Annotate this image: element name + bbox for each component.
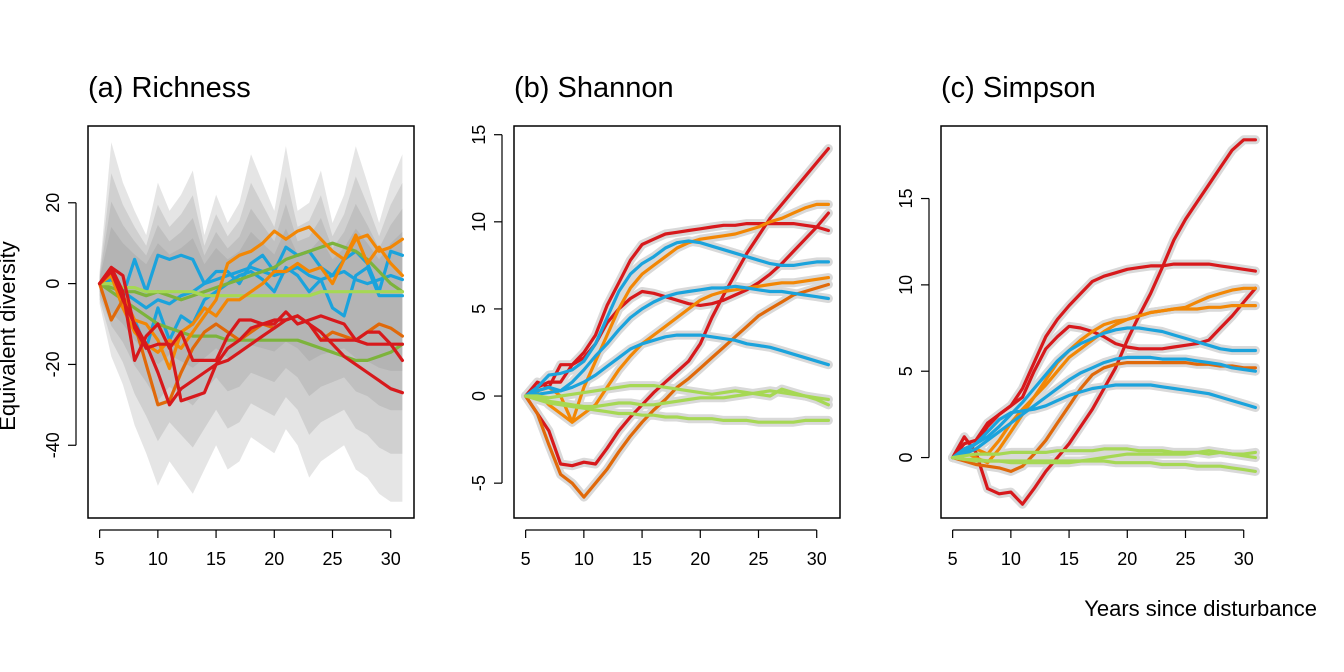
panel-simpson: (c) Simpson 5 10 15 20 25 30 0 5 10 15	[896, 72, 1268, 569]
y-tick-label: 15	[896, 189, 916, 209]
plot-frame	[940, 125, 1268, 519]
series-line-10	[951, 447, 1257, 460]
x-tick-label: 10	[574, 549, 594, 569]
uncertainty-band-3	[99, 201, 403, 411]
series-line-8	[951, 355, 1257, 460]
x-tick-label: 30	[1234, 549, 1254, 569]
series-line-3	[951, 138, 1257, 506]
plot-area	[948, 135, 1260, 509]
series-line-9	[524, 333, 830, 398]
y-tick-label: -20	[43, 351, 63, 377]
series-line-6	[98, 282, 404, 298]
x-tick-label: 30	[381, 549, 401, 569]
series-line-5	[98, 282, 404, 362]
series-line-5	[951, 286, 1257, 465]
x-axis-label: Years since disturbance	[1084, 596, 1317, 621]
y-tick-label: 15	[469, 125, 489, 145]
x-tick-label: 30	[807, 549, 827, 569]
series-line-4	[98, 241, 404, 302]
x-tick-label: 25	[322, 549, 342, 569]
x-tick-label: 5	[948, 549, 958, 569]
y-tick-label: 0	[469, 391, 489, 401]
x-tick-label: 15	[632, 549, 652, 569]
series-line-12	[524, 394, 830, 424]
y-tick-label: 0	[43, 279, 63, 289]
panel-title-shannon: (b) Shannon	[514, 72, 674, 104]
x-tick-label: 5	[521, 549, 531, 569]
series-line-11	[524, 389, 830, 409]
series-line-6	[951, 361, 1257, 473]
y-tick-label: 20	[43, 193, 63, 213]
x-tick-label: 15	[1059, 549, 1079, 569]
panel-shannon: (b) Shannon 5 10 15 20 25 30 -5 0 5 10 15	[469, 72, 841, 569]
series-line-4	[524, 202, 830, 424]
series-line-12	[951, 456, 1257, 473]
series-line-8	[524, 284, 830, 398]
series-line-3	[524, 147, 830, 468]
series-line-7	[524, 239, 830, 398]
plot-area	[521, 144, 833, 502]
series-line-6	[524, 282, 830, 499]
series-line-2	[524, 211, 830, 398]
panel-richness: (a) Richness 5 10 15 20 25 30 -40 -20 0 20	[43, 72, 415, 569]
series-line-12	[98, 269, 404, 407]
series-line-2	[98, 265, 404, 350]
series-line-4	[951, 304, 1257, 460]
series-line-3	[98, 265, 404, 310]
series-line-1	[98, 245, 404, 298]
x-tick-label: 10	[1001, 549, 1021, 569]
x-tick-label: 20	[690, 549, 710, 569]
x-tick-label: 10	[148, 549, 168, 569]
series-line-11	[98, 265, 404, 362]
y-tick-label: 10	[896, 275, 916, 295]
plot-frame	[513, 125, 841, 519]
uncertainty-band-1	[99, 142, 403, 502]
series-line-9	[951, 383, 1257, 460]
series-line-2	[951, 286, 1257, 460]
x-tick-label: 15	[206, 549, 226, 569]
y-tick-label: -40	[43, 432, 63, 458]
x-tick-label: 20	[1117, 549, 1137, 569]
plot-frame	[87, 125, 415, 519]
series-line-5	[524, 276, 830, 424]
y-tick-label: -5	[469, 475, 489, 491]
x-tick-label: 5	[95, 549, 105, 569]
series-line-10	[98, 265, 404, 403]
panel-title-richness: (a) Richness	[88, 72, 251, 104]
x-tick-label: 25	[1175, 549, 1195, 569]
x-tick-label: 20	[264, 549, 284, 569]
panel-title-simpson: (c) Simpson	[941, 72, 1096, 104]
series-line-7	[951, 326, 1257, 460]
y-tick-label: 10	[469, 212, 489, 232]
y-tick-label: 5	[469, 304, 489, 314]
plot-area	[98, 142, 404, 502]
y-tick-label: 5	[896, 366, 916, 376]
x-tick-label: 25	[748, 549, 768, 569]
y-axis-label: Equivalent diversity	[0, 241, 20, 431]
y-tick-label: 0	[896, 453, 916, 463]
